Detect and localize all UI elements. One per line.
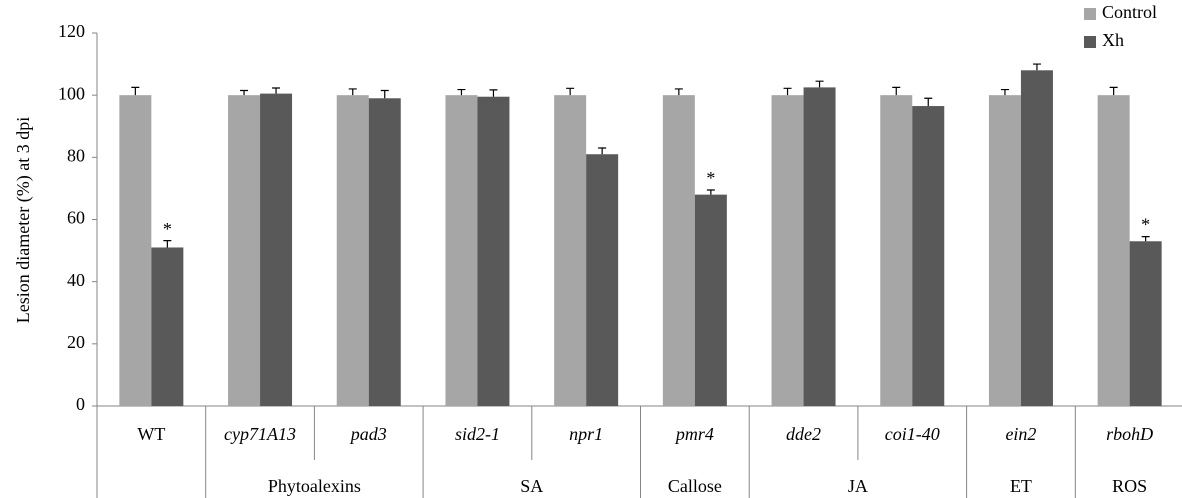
y-axis-label: Lesion diameter (%) at 3 dpi — [13, 117, 34, 323]
group-label: SA — [520, 476, 543, 496]
error-bar — [706, 189, 715, 195]
y-tick-label: 60 — [67, 208, 85, 228]
bar — [803, 87, 836, 406]
bar — [1020, 70, 1053, 407]
group-label: Callose — [668, 476, 722, 496]
error-bar — [272, 87, 281, 94]
significance-label: * — [1141, 215, 1150, 235]
bar — [880, 95, 913, 407]
y-tick-label: 40 — [67, 270, 85, 290]
bar — [260, 93, 293, 407]
bar — [988, 95, 1021, 407]
error-bar — [163, 240, 172, 248]
x-tick-label: npr1 — [569, 424, 603, 444]
x-tick-label: cyp71A13 — [224, 424, 296, 444]
error-bar — [924, 97, 933, 107]
legend-label: Xh — [1102, 30, 1124, 50]
error-bar — [240, 89, 249, 96]
error-bar — [380, 89, 389, 99]
error-bar — [131, 86, 140, 96]
bar — [694, 194, 727, 406]
legend-swatch — [1084, 36, 1096, 48]
group-label: JA — [848, 476, 868, 496]
bar — [662, 95, 695, 407]
error-bar — [1032, 63, 1041, 71]
error-bar — [815, 80, 824, 88]
error-bar — [674, 88, 683, 96]
group-label: ROS — [1112, 476, 1147, 496]
error-bar — [457, 88, 466, 96]
x-tick-label: pad3 — [349, 424, 387, 444]
error-bar — [598, 147, 607, 155]
bar — [119, 95, 152, 407]
error-bar — [783, 87, 792, 96]
y-tick-label: 80 — [67, 145, 85, 165]
error-bar — [1000, 88, 1009, 96]
error-bar — [892, 86, 901, 96]
bar — [228, 95, 261, 407]
y-tick-label: 20 — [67, 332, 85, 352]
x-tick-label: WT — [137, 424, 165, 444]
error-bar — [489, 89, 498, 97]
error-bar — [1109, 86, 1118, 96]
bar — [151, 247, 184, 406]
significance-label: * — [163, 219, 172, 239]
bar — [1129, 241, 1162, 406]
bar — [445, 95, 478, 407]
x-tick-label: rbohD — [1106, 424, 1153, 444]
bar — [912, 106, 945, 406]
group-label: ET — [1010, 476, 1032, 496]
error-bar — [566, 87, 575, 96]
bar — [771, 95, 804, 407]
y-tick-label: 0 — [76, 394, 85, 414]
legend-label: Control — [1102, 2, 1157, 22]
bar — [586, 154, 619, 406]
bar — [477, 96, 510, 407]
bar — [368, 98, 401, 407]
x-tick-label: pmr4 — [674, 424, 714, 444]
significance-label: * — [706, 168, 715, 188]
bar — [336, 95, 369, 407]
x-tick-label: sid2-1 — [455, 424, 500, 444]
legend-swatch — [1084, 8, 1096, 20]
group-label: Phytoalexins — [268, 476, 361, 496]
error-bar — [348, 88, 357, 96]
x-tick-label: ein2 — [1005, 424, 1036, 444]
y-tick-label: 120 — [58, 21, 85, 41]
bar — [554, 95, 587, 407]
x-tick-label: dde2 — [786, 424, 821, 444]
error-bar — [1141, 235, 1150, 242]
y-tick-label: 100 — [58, 83, 85, 103]
x-tick-label: coi1-40 — [885, 424, 940, 444]
bar — [1097, 95, 1130, 407]
